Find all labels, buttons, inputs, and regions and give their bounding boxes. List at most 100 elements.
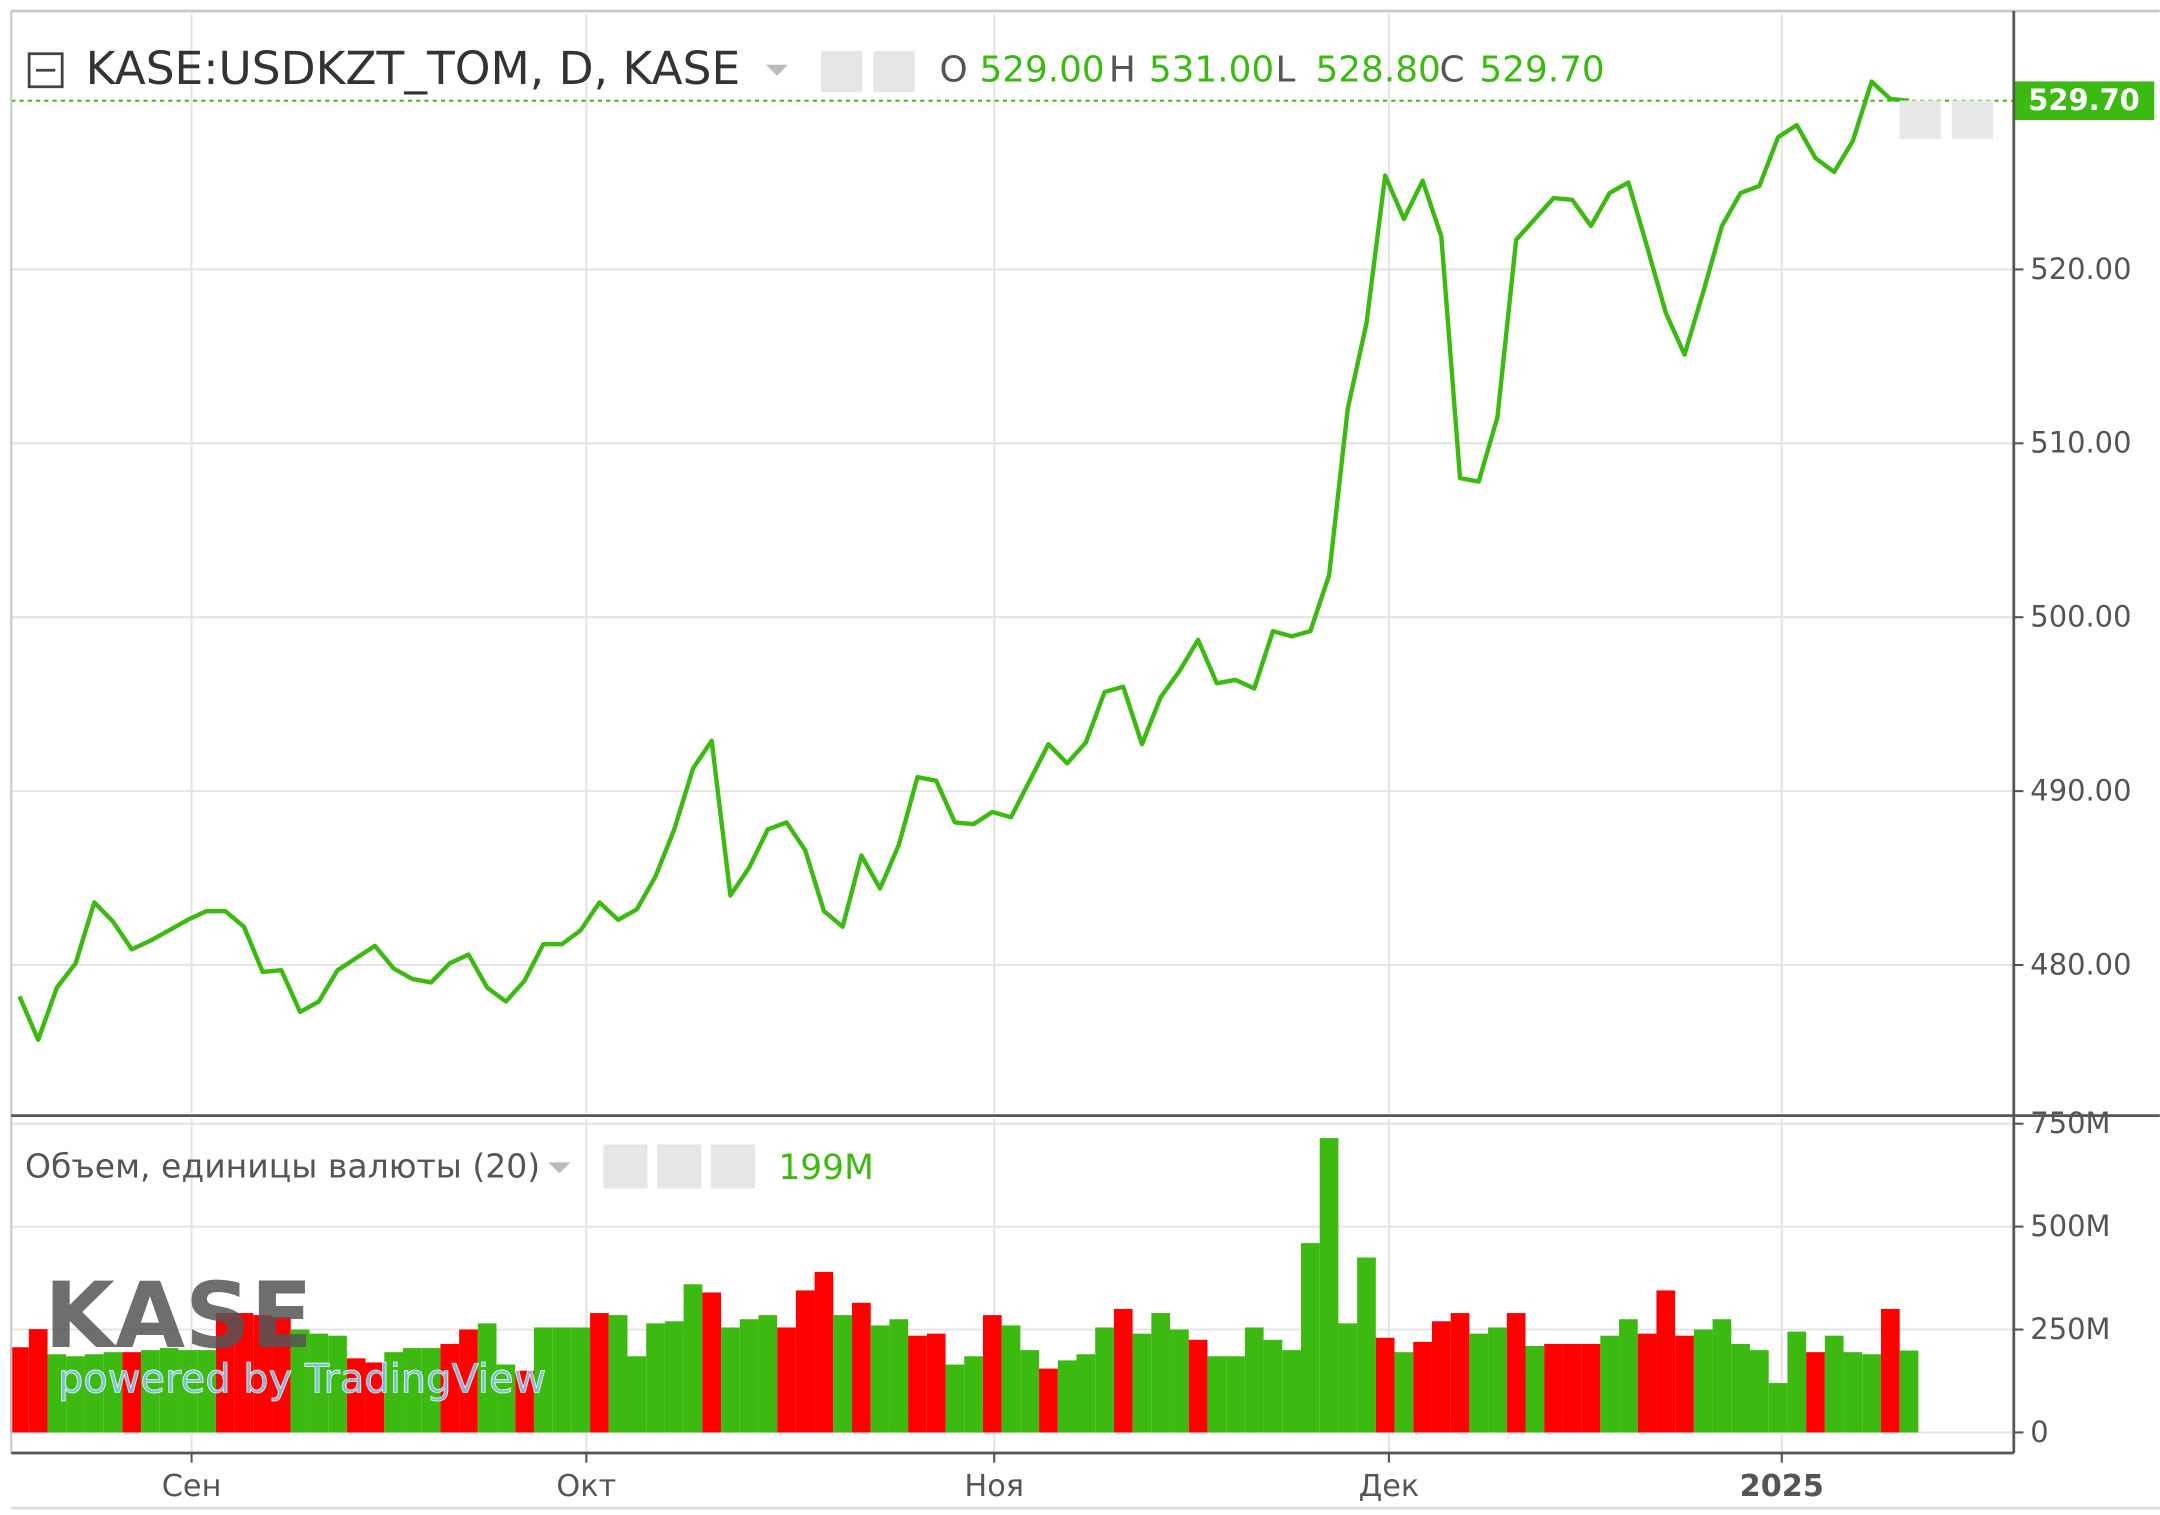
ohlc-label: H bbox=[1109, 50, 1136, 91]
volume-bar bbox=[1300, 1243, 1320, 1433]
volume-bar bbox=[1787, 1331, 1807, 1433]
volume-bar bbox=[664, 1321, 684, 1433]
volume-bar bbox=[1207, 1356, 1227, 1433]
dropdown-arrow[interactable] bbox=[548, 1162, 571, 1174]
volume-bar bbox=[739, 1319, 759, 1433]
ohlc-label: C bbox=[1439, 50, 1464, 91]
volume-bar bbox=[1001, 1325, 1021, 1433]
volume-bar bbox=[1488, 1327, 1507, 1433]
volume-bar bbox=[1544, 1343, 1563, 1433]
volume-bar bbox=[496, 1364, 516, 1433]
volume-bar bbox=[1862, 1354, 1881, 1433]
ohlc-value: 529.70 bbox=[1479, 50, 1604, 91]
volume-bar bbox=[1113, 1308, 1133, 1433]
close-icon[interactable] bbox=[710, 1144, 755, 1189]
volume-bar bbox=[47, 1354, 67, 1433]
watermark-text: powered by TradingView bbox=[58, 1356, 546, 1402]
volume-bar bbox=[234, 1313, 254, 1433]
collapse-icon[interactable] bbox=[27, 52, 64, 89]
volume-bar bbox=[1806, 1352, 1825, 1433]
volume-bar bbox=[1768, 1383, 1788, 1433]
volume-bar bbox=[1338, 1323, 1358, 1433]
volume-bar bbox=[608, 1315, 628, 1433]
volume-bar bbox=[1824, 1335, 1844, 1433]
volume-bar bbox=[1170, 1329, 1189, 1433]
volume-bar bbox=[721, 1327, 740, 1433]
y-tick-label: 520.00 bbox=[2030, 252, 2131, 286]
gear-icon[interactable] bbox=[657, 1144, 702, 1189]
volume-bar bbox=[1413, 1341, 1432, 1433]
volume-bar bbox=[402, 1348, 422, 1433]
gear-icon[interactable] bbox=[873, 50, 915, 93]
y-tick-label: 250M bbox=[2030, 1312, 2110, 1346]
volume-bar bbox=[253, 1315, 273, 1433]
volume-bar bbox=[702, 1292, 722, 1433]
volume-bar bbox=[908, 1335, 927, 1433]
eye-icon[interactable] bbox=[821, 50, 863, 93]
volume-bar bbox=[122, 1352, 142, 1433]
x-tick-label: Ноя bbox=[964, 1469, 1024, 1504]
volume-bar bbox=[590, 1313, 609, 1433]
ohlc-label: O bbox=[940, 50, 968, 91]
watermark-logo: KASE bbox=[44, 1264, 312, 1369]
volume-bar bbox=[1750, 1350, 1769, 1433]
volume-bar bbox=[1039, 1368, 1058, 1433]
volume-bar bbox=[1319, 1138, 1339, 1433]
volume-bar bbox=[384, 1352, 403, 1433]
scroll-icon[interactable] bbox=[1899, 100, 1941, 140]
volume-bar bbox=[870, 1325, 890, 1433]
volume-bar bbox=[571, 1327, 591, 1433]
volume-bar bbox=[84, 1354, 104, 1433]
y-tick-label: 500M bbox=[2030, 1209, 2110, 1243]
dropdown-arrow[interactable] bbox=[765, 64, 789, 76]
volume-bar bbox=[646, 1323, 665, 1433]
volume-bar bbox=[1226, 1356, 1245, 1433]
volume-bar bbox=[365, 1362, 385, 1433]
volume-bar bbox=[945, 1364, 965, 1433]
volume-bar bbox=[1431, 1321, 1451, 1433]
marks: 529.70 bbox=[10, 79, 2155, 1433]
volume-bar bbox=[552, 1327, 572, 1433]
scroll-icon[interactable] bbox=[1951, 100, 1994, 140]
volume-bar bbox=[1188, 1339, 1208, 1433]
y-tick-label: 0 bbox=[2030, 1415, 2048, 1449]
volume-bar bbox=[758, 1315, 778, 1433]
x-tick-label: 2025 bbox=[1740, 1469, 1824, 1504]
x-tick-label: Дек bbox=[1359, 1469, 1420, 1504]
volume-bar bbox=[477, 1323, 497, 1433]
volume-bar bbox=[1450, 1313, 1470, 1433]
y-tick-label: 480.00 bbox=[2030, 947, 2131, 981]
volume-bar bbox=[515, 1370, 534, 1433]
volume-bar bbox=[1057, 1360, 1077, 1433]
volume-bar bbox=[1880, 1308, 1900, 1433]
volume-bar bbox=[1469, 1333, 1489, 1433]
volume-bar bbox=[1375, 1337, 1395, 1433]
last-price-tag bbox=[2013, 81, 2155, 121]
volume-bar bbox=[459, 1329, 478, 1433]
volume-bar bbox=[1095, 1327, 1114, 1433]
volume-bar bbox=[1132, 1333, 1152, 1433]
volume-bar bbox=[1263, 1339, 1283, 1433]
volume-bar bbox=[421, 1348, 441, 1433]
last-price-label: 529.70 bbox=[2028, 83, 2140, 117]
volume-bar bbox=[533, 1327, 553, 1433]
eye-icon[interactable] bbox=[603, 1144, 648, 1189]
volume-bar bbox=[795, 1290, 815, 1433]
volume-bar bbox=[1581, 1343, 1601, 1433]
volume-bar bbox=[103, 1352, 123, 1433]
volume-bar bbox=[10, 1347, 29, 1433]
volume-bar bbox=[1076, 1354, 1096, 1433]
volume-bar bbox=[328, 1335, 347, 1433]
volume-bar bbox=[1600, 1335, 1620, 1433]
y-tick-label: 500.00 bbox=[2030, 600, 2131, 634]
volume-bar bbox=[1506, 1313, 1526, 1433]
volume-bar bbox=[28, 1329, 48, 1433]
volume-bar bbox=[197, 1350, 216, 1433]
y-tick-label: 510.00 bbox=[2030, 426, 2131, 460]
volume-bar bbox=[1712, 1319, 1732, 1433]
volume-bar bbox=[1151, 1313, 1171, 1433]
volume-bar bbox=[1020, 1350, 1040, 1433]
volume-bar bbox=[982, 1315, 1002, 1433]
x-tick-label: Окт bbox=[556, 1469, 616, 1504]
